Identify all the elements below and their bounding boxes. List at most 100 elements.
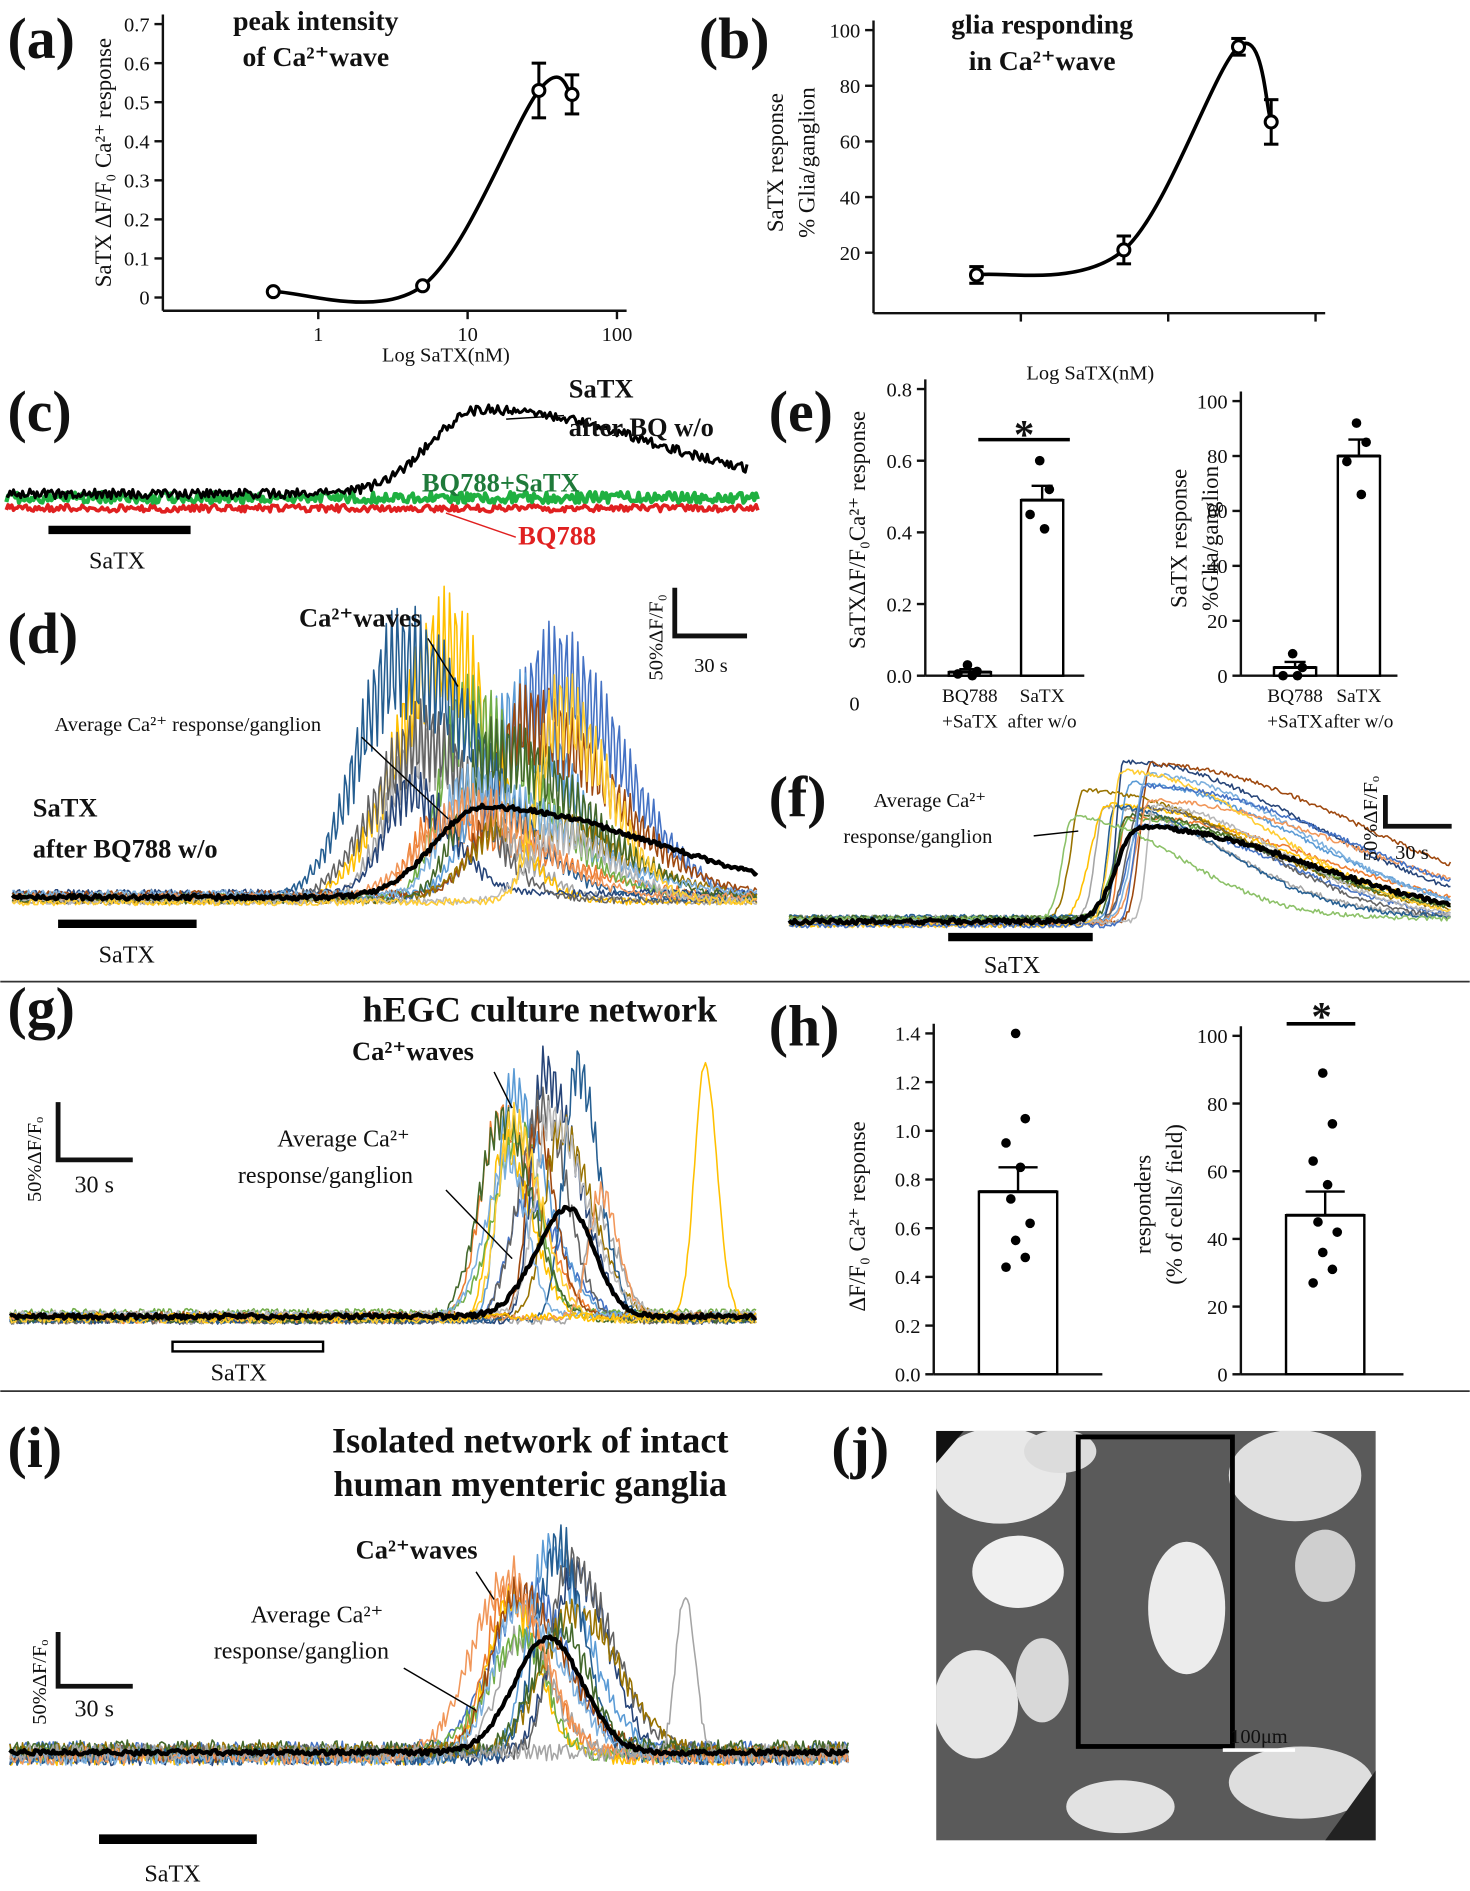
y-tick-label: 100 (1197, 391, 1228, 413)
trace (9, 1612, 849, 1758)
point (1230, 39, 1247, 55)
trace-label: Ca²⁺waves (299, 602, 421, 632)
data-point (1287, 648, 1298, 659)
trace-label: Average Ca²⁺ (251, 1602, 383, 1628)
trace (8, 1204, 758, 1321)
data-point (1025, 1218, 1035, 1229)
annotation: * (1014, 412, 1034, 457)
y-tick-label: 0 (1217, 666, 1227, 688)
x-axis-label: Log SaTX(nM) (1026, 362, 1154, 384)
y-tick-label: 0.1 (124, 249, 150, 271)
point (564, 86, 580, 102)
chart-title: of Ca²⁺wave (242, 41, 389, 72)
trace-label: Ca²⁺waves (356, 1535, 478, 1565)
data-point (1332, 1227, 1343, 1237)
y-tick-label: 20 (840, 243, 860, 265)
trace-label: Average Ca²⁺ (277, 1127, 409, 1153)
scale-label: 30 s (694, 655, 728, 677)
stimulus-label: SaTX (89, 549, 145, 575)
x-tick-label: 1 (313, 324, 323, 346)
y-axis-label: %Glia/ganglion (1198, 465, 1223, 610)
x-tick-label: 10 (457, 324, 477, 346)
trace-label: Ca²⁺waves (352, 1036, 474, 1066)
y-axis-label: SaTX response (1167, 469, 1192, 608)
leader (1033, 830, 1079, 837)
y-tick-label: 0.0 (895, 1365, 921, 1387)
chart-title: in Ca²⁺wave (969, 45, 1116, 76)
panel-label: (a) (8, 6, 75, 71)
scale-label: 50%ΔF/F₀ (646, 594, 668, 680)
y-tick-label: 1.4 (895, 1024, 921, 1046)
y-tick-label: 0 (139, 288, 149, 310)
trace (9, 1598, 849, 1760)
y-tick-label: 60 (1207, 1161, 1227, 1183)
data-point (1297, 662, 1308, 673)
y-tick-label: 0.0 (886, 666, 912, 688)
scale-label: 30 s (1395, 842, 1429, 864)
data-point (1292, 670, 1303, 681)
y-tick-label: 1.2 (895, 1072, 921, 1094)
data-point (1351, 418, 1362, 428)
scale-label: 50%ΔF/Fₒ (1360, 776, 1382, 861)
micrograph (936, 1430, 1376, 1841)
trace (9, 1061, 757, 1321)
stimulus-label: SaTX (984, 953, 1040, 979)
leader (361, 736, 449, 820)
panel-label: (e) (769, 379, 833, 444)
y-tick-label: 80 (1207, 1094, 1227, 1116)
y-tick-label: 0.4 (124, 131, 150, 153)
trace (5, 403, 749, 501)
y-tick-label: 0 (1217, 1365, 1227, 1387)
y-tick-label: 60 (1207, 501, 1227, 523)
leader (403, 1667, 477, 1711)
data-point (1010, 1028, 1021, 1039)
trace (9, 1580, 849, 1764)
trace-label: BQ788 (518, 520, 596, 550)
data-point (1361, 437, 1371, 448)
y-tick-label: 0.6 (886, 451, 912, 473)
data-point (1313, 1217, 1323, 1227)
condition-label: SaTX (33, 793, 98, 823)
leader (445, 1189, 513, 1260)
trace (9, 1532, 849, 1764)
fit-curve (273, 75, 574, 304)
stimulus-label: SaTX (99, 942, 155, 968)
y-tick-label: 1.0 (895, 1121, 921, 1143)
trace (9, 1572, 849, 1764)
trace (4, 502, 760, 514)
condition-label: after BQ788 w/o (33, 834, 218, 864)
data-point (1001, 1138, 1011, 1148)
trace (9, 1581, 849, 1767)
y-tick-label: 0.5 (124, 92, 150, 114)
data-point (1308, 1278, 1318, 1288)
y-tick-label: 80 (840, 76, 860, 98)
trace (788, 783, 1452, 929)
panel-label: (c) (8, 379, 72, 444)
data-point (1317, 1247, 1328, 1258)
panel-label: (b) (699, 6, 770, 71)
trace (9, 1624, 849, 1764)
y-tick-label: 0.8 (895, 1170, 921, 1192)
trace-label: response/ganglion (238, 1163, 413, 1189)
point (1263, 114, 1279, 130)
scale-label: 30 s (74, 1172, 113, 1198)
scale-label: 50%ΔF/Fₒ (29, 1640, 51, 1725)
fit-curve (976, 41, 1273, 278)
y-axis-label: SaTX ΔF/F₀ Ca²⁺ response (91, 38, 116, 287)
x-axis-label: Log SaTX(nM) (382, 344, 510, 366)
y-axis-label: (% of cells/ field) (1162, 1124, 1187, 1285)
panel-title: Isolated network of intact (332, 1421, 728, 1461)
trace-label: response/ganglion (843, 826, 992, 848)
point (415, 278, 431, 294)
data-point (1020, 1252, 1031, 1263)
bar (1336, 454, 1382, 677)
data-point (1001, 1262, 1011, 1272)
trace (8, 1634, 850, 1758)
data-point (962, 660, 973, 670)
y-tick-label: 100 (1197, 1026, 1228, 1048)
trace-label: Average Ca²⁺ (874, 790, 987, 812)
data-point (1034, 455, 1045, 466)
x-tick-label: SaTX (1020, 686, 1065, 707)
bar (977, 1190, 1059, 1376)
